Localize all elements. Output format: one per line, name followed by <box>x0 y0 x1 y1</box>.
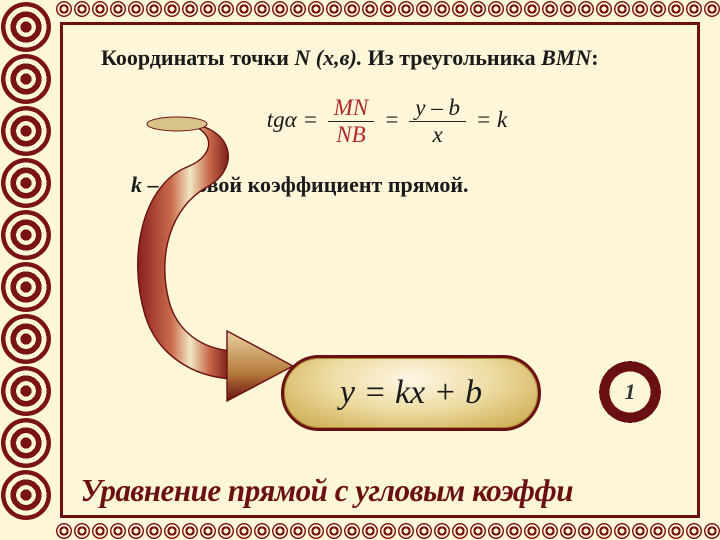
content-frame: Координаты точки N (х,в). Из треугольник… <box>60 22 700 518</box>
eq-sign: = <box>378 106 405 131</box>
fraction-mn-nb: MNNB <box>328 95 375 148</box>
border-bottom <box>0 522 720 540</box>
number-badge: 1 <box>597 359 663 425</box>
eq-sign: = <box>297 106 324 131</box>
badge-number: 1 <box>625 379 636 405</box>
slide-title: Уравнение прямой с угловым коэффи <box>63 472 678 509</box>
denominator-NB: NB <box>328 122 375 148</box>
border-left <box>0 0 56 540</box>
triangle-BMN: BMN <box>541 45 591 70</box>
coords-xv: (х,в). <box>316 45 362 70</box>
equation-area: y = kx + b 1 <box>63 345 697 445</box>
slope-text: – угловой коэффициент прямой. <box>142 172 469 197</box>
equals-k: = k <box>470 106 507 131</box>
alpha-symbol: α <box>285 106 297 131</box>
content-area: Координаты точки N (х,в). Из треугольник… <box>63 25 697 515</box>
slide-root: Координаты точки N (х,в). Из треугольник… <box>0 0 720 540</box>
txt: Из треугольника <box>362 45 541 70</box>
paragraph-intro: Координаты точки N (х,в). Из треугольник… <box>101 43 673 73</box>
numerator-yb: y – b <box>409 95 466 122</box>
txt: Координаты точки <box>101 45 294 70</box>
border-top <box>0 0 720 18</box>
k-symbol: k <box>131 172 142 197</box>
tg-label: tg <box>267 106 285 131</box>
txt: : <box>591 45 598 70</box>
numerator-MN: MN <box>328 95 375 122</box>
formula-tangent: tgα = MNNB = y – bx = k <box>101 95 673 148</box>
point-N: N <box>294 45 310 70</box>
fraction-yb-x: y – bx <box>409 95 466 148</box>
equation-box: y = kx + b <box>281 355 541 431</box>
denominator-x: x <box>409 122 466 148</box>
paragraph-slope: k – угловой коэффициент прямой. <box>101 172 673 198</box>
equation-text: y = kx + b <box>340 374 482 412</box>
